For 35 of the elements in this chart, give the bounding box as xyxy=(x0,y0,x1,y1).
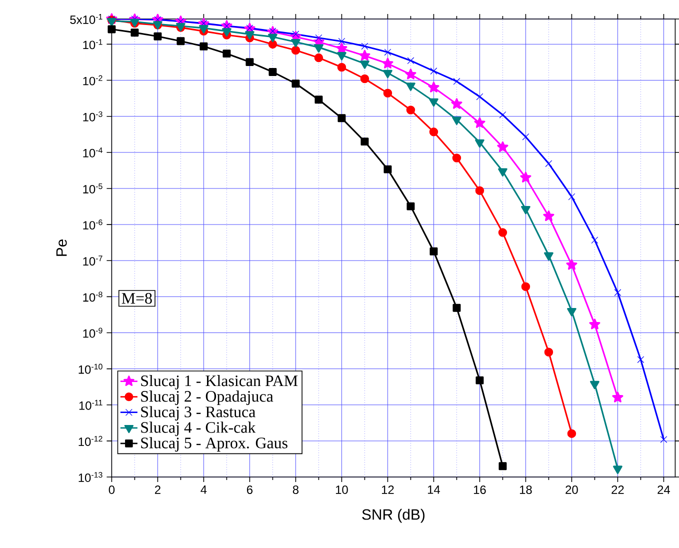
legend-label: Slucaj 5 - Aprox. Gaus xyxy=(141,437,288,452)
annotation: M=8 xyxy=(122,292,152,304)
x-tick-label: 6 xyxy=(246,486,253,494)
y-tick-label: 10$^{-1}$ xyxy=(83,39,102,50)
legend-label: Slucaj 3 - Rastuca xyxy=(141,406,256,421)
y-tick-label: 10$^{-3}$ xyxy=(83,111,102,122)
y-tick-label: 10$^{-10}$ xyxy=(78,364,102,374)
y-tick-label: 10$^{-13}$ xyxy=(78,472,102,482)
x-tick-label: 12 xyxy=(382,486,394,494)
y-tick-label: 10$^{-11}$ xyxy=(79,400,102,410)
x-tick-label: 0 xyxy=(108,486,115,494)
y-tick-label: 10$^{-8}$ xyxy=(83,292,102,302)
y-tick-label: 10$^{-4}$ xyxy=(83,147,102,158)
x-tick-label: 2 xyxy=(154,486,160,494)
x-tick-label: 24 xyxy=(658,486,670,494)
x-tick-label: 8 xyxy=(292,486,299,494)
x-tick-label: 4 xyxy=(200,486,207,494)
y-tick-label: 10$^{-2}$ xyxy=(83,75,102,86)
legend-label: Slucaj 4 - Cik-cak xyxy=(141,422,256,436)
y-tick-label: 5x10$^{-1}$ xyxy=(70,14,102,24)
x-tick-label: 16 xyxy=(474,486,486,494)
x-axis-title: SNR (dB) xyxy=(362,508,424,523)
x-tick-label: 18 xyxy=(520,486,532,494)
legend-label: Slucaj 2 - Opadajuca xyxy=(141,390,274,405)
x-tick-label: 14 xyxy=(428,486,440,494)
x-tick-label: 20 xyxy=(566,486,578,494)
x-tick-label: 10 xyxy=(336,486,348,494)
y-tick-label: 10$^{-9}$ xyxy=(83,328,102,338)
y-tick-label: 10$^{-6}$ xyxy=(83,220,102,230)
legend-label: Slucaj 1 - Klasican PAM xyxy=(141,375,298,390)
x-tick-label: 22 xyxy=(612,486,624,494)
y-axis-title: Pe xyxy=(56,240,67,256)
y-tick-label: 10$^{-5}$ xyxy=(83,184,102,194)
y-tick-label: 10$^{-12}$ xyxy=(78,436,102,446)
y-tick-label: 10$^{-7}$ xyxy=(83,256,102,266)
